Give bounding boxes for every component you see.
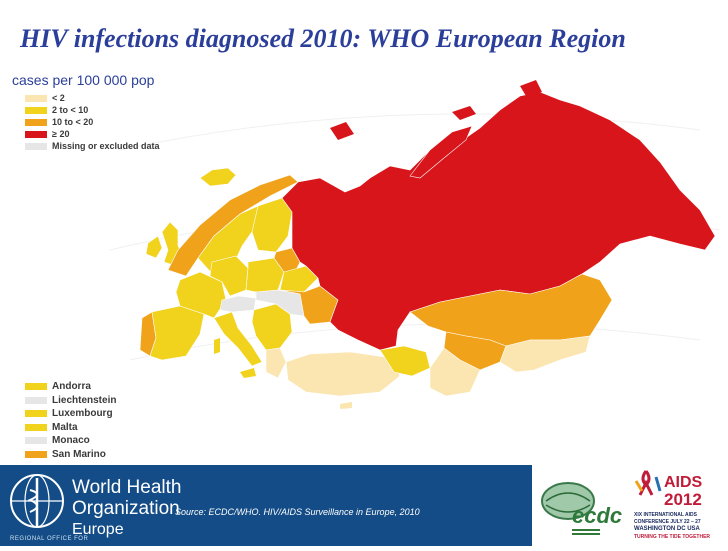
- legend-label: 2 to < 10: [52, 105, 89, 115]
- who-name: World Health Organization: [72, 477, 181, 519]
- country-sardinia: [214, 338, 220, 354]
- who-tagline: REGIONAL OFFICE FOR: [10, 536, 89, 542]
- small-state-swatch: [25, 410, 47, 418]
- small-state-swatch: [25, 423, 47, 431]
- country-italy: [213, 311, 263, 367]
- country-germany: [209, 255, 249, 297]
- ecdc-logo-icon: ecdc: [541, 482, 622, 535]
- ecdc-wordmark: ecdc: [572, 503, 622, 528]
- europe-region-map: [109, 80, 721, 409]
- small-state-item: Monaco: [25, 434, 116, 448]
- legend-swatch: [25, 142, 47, 150]
- small-state-label: Malta: [52, 421, 78, 433]
- ecdc-logo: ecdc: [532, 465, 630, 546]
- legend-label: < 2: [52, 93, 65, 103]
- legend-swatch: [25, 118, 47, 126]
- who-name-line2: Organization: [72, 498, 180, 519]
- small-state-label: Monaco: [52, 435, 90, 447]
- small-state-label: Andorra: [52, 381, 91, 393]
- country-iceland: [199, 167, 237, 187]
- aids-conf-line2: CONFERENCE JULY 22 – 27: [634, 519, 701, 525]
- island-svalbard: [330, 122, 354, 140]
- footer-banner: World Health Organization Europe REGIONA…: [0, 465, 728, 546]
- aids2012-logo: AIDS 2012 XIX INTERNATIONAL AIDS CONFERE…: [630, 465, 728, 546]
- aids2012-ribbon-icon: AIDS 2012: [634, 470, 703, 509]
- small-state-label: Luxembourg: [52, 408, 113, 420]
- country-spain: [149, 305, 205, 361]
- legend-item: ≥ 20: [25, 128, 160, 140]
- small-state-item: Luxembourg: [25, 407, 116, 421]
- small-state-swatch: [25, 437, 47, 445]
- map-subtitle: cases per 100 000 pop: [12, 72, 155, 88]
- source-note: Source: ECDC/WHO. HIV/AIDS Surveillance …: [175, 507, 420, 517]
- aids-logo-line1: AIDS: [664, 474, 703, 491]
- country-greece: [265, 347, 287, 379]
- small-state-item: Liechtenstein: [25, 394, 116, 408]
- country-sicily: [240, 368, 256, 378]
- aids-conf-line3: WASHINGTON DC USA: [634, 526, 700, 532]
- small-state-swatch: [25, 396, 47, 404]
- who-emblem-icon: [10, 474, 64, 528]
- aids-logo-line2: 2012: [664, 490, 702, 509]
- country-cyprus: [340, 402, 352, 409]
- rate-legend: < 2 2 to < 10 10 to < 20 ≥ 20 Missing or…: [25, 92, 160, 152]
- country-hungary-romania: [255, 289, 305, 317]
- small-state-item: Malta: [25, 421, 116, 435]
- small-state-label: San Marino: [52, 448, 106, 460]
- small-state-swatch: [25, 383, 47, 391]
- legend-label: Missing or excluded data: [52, 141, 160, 151]
- legend-item: 2 to < 10: [25, 104, 160, 116]
- legend-label: 10 to < 20: [52, 117, 94, 127]
- island-severnaya: [520, 80, 542, 96]
- country-belarus: [279, 265, 319, 293]
- country-turkey: [285, 351, 401, 397]
- country-kyrgyz-tajik: [499, 335, 591, 373]
- who-name-line1: World Health: [72, 477, 182, 498]
- aids-conf-line1: XIX INTERNATIONAL AIDS: [634, 512, 697, 518]
- island-franz-josef: [452, 106, 476, 120]
- country-turkmenistan: [429, 347, 481, 397]
- legend-item: Missing or excluded data: [25, 140, 160, 152]
- small-state-swatch: [25, 450, 47, 458]
- legend-label: ≥ 20: [52, 129, 70, 139]
- legend-item: 10 to < 20: [25, 116, 160, 128]
- country-finland: [251, 197, 293, 253]
- small-state-item: Andorra: [25, 380, 116, 394]
- legend-swatch: [25, 130, 47, 138]
- small-state-item: San Marino: [25, 448, 116, 462]
- small-states-legend: Andorra Liechtenstein Luxembourg Malta M…: [25, 380, 116, 461]
- legend-swatch: [25, 94, 47, 102]
- map-title: HIV infections diagnosed 2010: WHO Europ…: [20, 24, 626, 53]
- legend-item: < 2: [25, 92, 160, 104]
- who-region-label: Europe: [72, 521, 124, 538]
- small-state-label: Liechtenstein: [52, 394, 117, 406]
- aids-conf-line4: TURNING THE TIDE TOGETHER: [634, 534, 711, 540]
- country-ireland: [145, 235, 163, 259]
- legend-swatch: [25, 106, 47, 114]
- island-novaya-zemlya: [409, 125, 473, 179]
